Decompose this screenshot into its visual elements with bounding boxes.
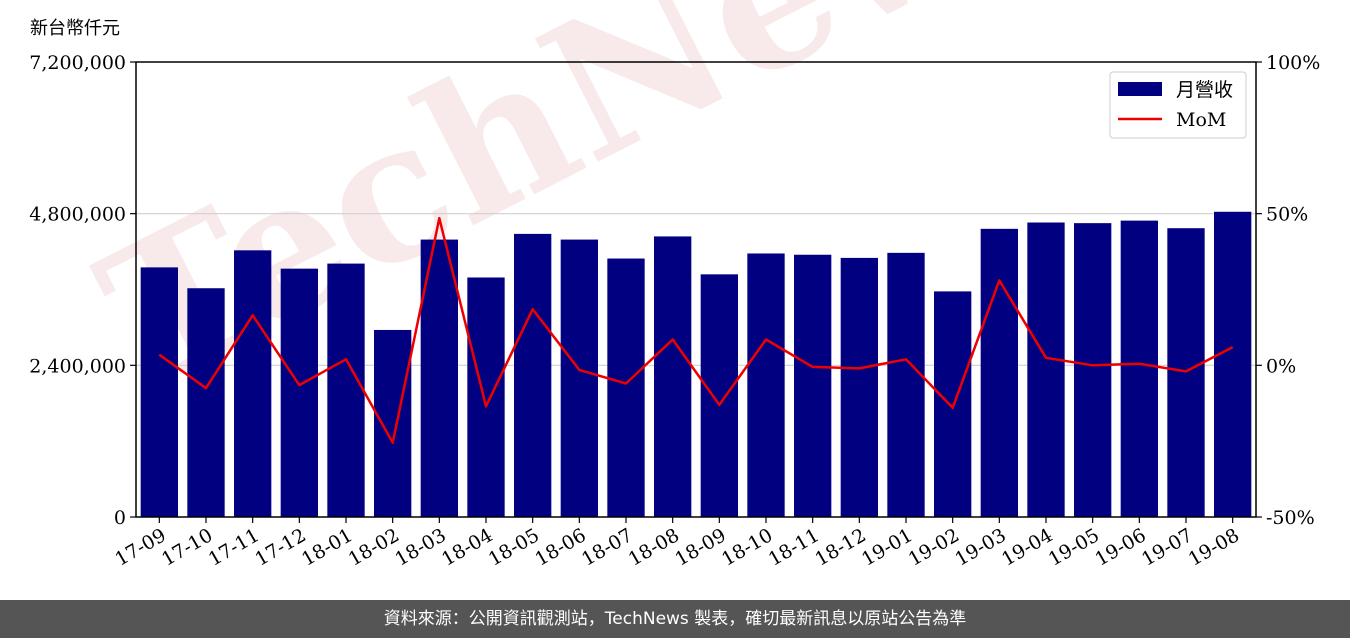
- x-tick-label: 19-07: [1138, 524, 1196, 570]
- y-axis-unit-label: 新台幣仟元: [30, 18, 120, 39]
- revenue-bar: [280, 268, 318, 517]
- revenue-bar: [840, 257, 878, 517]
- x-tick-label: 19-01: [858, 524, 916, 570]
- revenue-bar: [514, 233, 552, 517]
- revenue-bar: [327, 263, 365, 517]
- x-tick-label: 18-06: [531, 524, 589, 570]
- x-tick-label: 18-08: [625, 524, 683, 570]
- revenue-bar: [187, 288, 225, 517]
- revenue-bar: [1214, 211, 1252, 518]
- revenue-bar: [887, 252, 925, 517]
- x-tick-label: 19-06: [1091, 524, 1149, 570]
- x-tick-label: 19-04: [998, 524, 1056, 570]
- y-right-tick-label: 100%: [1266, 52, 1320, 74]
- revenue-bar: [1074, 223, 1112, 518]
- x-tick-label: 18-11: [765, 524, 823, 570]
- legend-swatch-revenue: [1118, 82, 1162, 96]
- revenue-bar: [794, 254, 832, 518]
- revenue-bar: [747, 253, 785, 517]
- revenue-chart: TechNews02,400,0004,800,0007,200,000-50%…: [29, 0, 1320, 571]
- y-right-tick-label: 50%: [1266, 204, 1308, 226]
- y-left-tick-label: 0: [114, 507, 126, 529]
- x-tick-label: 19-08: [1185, 524, 1243, 570]
- y-right-tick-label: -50%: [1266, 507, 1315, 529]
- revenue-bar: [654, 236, 692, 517]
- x-tick-label: 18-09: [671, 524, 729, 570]
- mom-line: [158, 216, 1234, 444]
- revenue-bar: [1027, 222, 1065, 517]
- revenue-bar: [980, 228, 1018, 518]
- x-tick-label: 17-10: [158, 524, 216, 570]
- revenue-bar: [700, 274, 738, 517]
- y-right-tick-label: 0%: [1266, 355, 1296, 377]
- x-tick-label: 18-12: [811, 524, 869, 570]
- revenue-bar: [234, 250, 272, 517]
- legend-label-mom: MoM: [1176, 109, 1226, 131]
- x-tick-label: 19-05: [1045, 524, 1103, 570]
- x-tick-label: 18-01: [298, 524, 356, 570]
- revenue-bar: [607, 258, 645, 517]
- revenue-bar: [560, 239, 598, 517]
- x-tick-label: 19-02: [905, 524, 963, 570]
- y-left-tick-label: 2,400,000: [29, 355, 126, 377]
- x-tick-label: 18-07: [578, 524, 636, 570]
- revenue-bar: [1120, 220, 1158, 518]
- revenue-bar: [934, 291, 972, 517]
- x-tick-label: 19-03: [951, 524, 1009, 570]
- x-tick-label: 18-03: [391, 524, 449, 570]
- x-tick-label: 18-04: [438, 524, 496, 570]
- revenue-bar: [420, 239, 458, 517]
- source-footer: 資料來源：公開資訊觀測站，TechNews 製表，確切最新訊息以原站公告為準: [0, 600, 1350, 638]
- plot-frame: [135, 61, 1257, 518]
- x-tick-label: 18-05: [485, 524, 543, 570]
- x-tick-label: 18-02: [345, 524, 403, 570]
- x-tick-label: 17-12: [251, 524, 309, 570]
- x-tick-label: 18-10: [718, 524, 776, 570]
- revenue-bar: [140, 267, 178, 517]
- revenue-bar: [467, 277, 505, 517]
- x-tick-label: 17-11: [205, 524, 263, 570]
- x-tick-label: 17-09: [111, 524, 169, 570]
- y-left-tick-label: 7,200,000: [29, 52, 126, 74]
- revenue-bar: [374, 329, 412, 517]
- legend-label-revenue: 月營收: [1176, 79, 1233, 101]
- y-left-tick-label: 4,800,000: [29, 204, 126, 226]
